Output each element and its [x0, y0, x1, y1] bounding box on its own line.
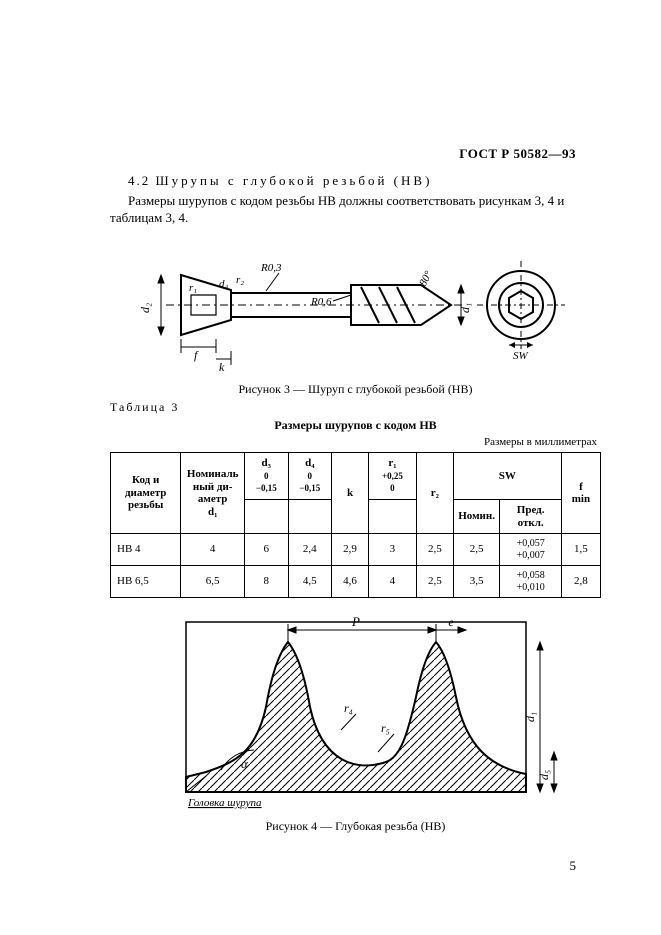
figure4-caption: Рисунок 4 — Глубокая резьба (HB)	[110, 818, 601, 834]
table-3: Код и диаметр резьбы Номиналь ный ди- ам…	[110, 452, 601, 598]
th-r1-sym: r₁	[388, 457, 396, 469]
figure3-caption: Рисунок 3 — Шуруп с глубокой резьбой (HB…	[110, 381, 601, 397]
th-d3-tol: 0 −0,15	[256, 471, 277, 494]
table-cell: +0,058 +0,010	[500, 566, 561, 598]
table-cell: 2,9	[332, 534, 369, 566]
th-r1: r₁ +0,25 0	[368, 453, 416, 500]
table-cell: 4	[368, 566, 416, 598]
dim-d4: d₄	[219, 278, 229, 290]
dim-r2: r₂	[236, 274, 244, 286]
figure-4: P e r₄ r₅ d₁ d₅	[110, 612, 601, 812]
dim-sw: SW	[513, 350, 529, 362]
table-cell: 3	[368, 534, 416, 566]
th-r1-blank	[368, 499, 416, 533]
section-heading: Шурупы с глубокой резьбой (HB)	[156, 173, 433, 188]
table3-units: Размеры в миллиметрах	[110, 435, 597, 450]
dim-e: e	[448, 615, 454, 629]
th-sw-tol: Пред. откл.	[500, 499, 561, 533]
table-cell: 2,4	[288, 534, 332, 566]
table-cell: 2,8	[561, 566, 600, 598]
th-k: k	[332, 453, 369, 534]
table-cell: 6,5	[181, 566, 245, 598]
th-d4-blank	[288, 499, 332, 533]
table-cell: 2,5	[416, 566, 453, 598]
head-note: Головка шурупа	[187, 797, 262, 809]
table-cell: 2,5	[416, 534, 453, 566]
standard-code: ГОСТ Р 50582—93	[459, 145, 576, 163]
th-d1: Номиналь ный ди- аметр d₁	[181, 453, 245, 534]
th-sw-nom: Номин.	[453, 499, 500, 533]
table-cell: 3,5	[453, 566, 500, 598]
table-cell: 4,5	[288, 566, 332, 598]
table-cell: 1,5	[561, 534, 600, 566]
dim-p: P	[351, 614, 360, 629]
page-number: 5	[570, 857, 577, 875]
figure-3: d₂ d₄ r₂ r₁ R0,3 R0,6 80° d₁	[110, 235, 601, 375]
th-d3-blank	[244, 499, 288, 533]
dim-f: f	[194, 348, 199, 362]
th-d3: d₃ 0 −0,15	[244, 453, 288, 500]
dim-r06: R0,6	[310, 296, 332, 308]
th-d4-tol: 0 −0,15	[299, 471, 320, 494]
th-sw: SW	[453, 453, 561, 500]
dim-d1b: d₁	[523, 712, 537, 722]
table-cell: HB 4	[111, 534, 181, 566]
table-cell: HB 6,5	[111, 566, 181, 598]
section-title: 4.2 Шурупы с глубокой резьбой (HB)	[128, 172, 601, 190]
dim-d5: d₅	[537, 770, 551, 780]
th-r2: r₂	[416, 453, 453, 534]
th-r1-tol: +0,25 0	[382, 471, 403, 494]
th-d3-sym: d₃	[262, 457, 271, 469]
th-f: f min	[561, 453, 600, 534]
screw-drawing-icon: d₂ d₄ r₂ r₁ R0,3 R0,6 80° d₁	[121, 235, 591, 375]
table-cell: 4	[181, 534, 245, 566]
table-cell: 8	[244, 566, 288, 598]
table3-label: Таблица 3	[110, 399, 601, 415]
th-d4-sym: d₄	[305, 457, 314, 469]
table-cell: 4,6	[332, 566, 369, 598]
th-d4: d₄ 0 −0,15	[288, 453, 332, 500]
dim-r03: R0,3	[260, 262, 282, 274]
dim-d1: d₁	[458, 302, 472, 312]
thread-profile-icon: P e r₄ r₅ d₁ d₅	[146, 612, 566, 812]
table-row: HB 6,56,584,54,642,53,5+0,058 +0,0102,8	[111, 566, 601, 598]
table-cell: +0,057 +0,007	[500, 534, 561, 566]
th-code: Код и диаметр резьбы	[111, 453, 181, 534]
dim-r5: r₅	[381, 721, 390, 735]
dim-alpha: α	[241, 756, 249, 771]
section-num: 4.2	[128, 173, 150, 188]
dim-r4: r₄	[344, 701, 353, 715]
dim-r1: r₁	[189, 282, 197, 294]
section-body: Размеры шурупов с кодом резьбы HB должны…	[110, 192, 601, 227]
dim-k: k	[219, 360, 225, 374]
dim-d2: d₂	[138, 302, 152, 312]
table3-title: Размеры шурупов с кодом HB	[110, 417, 601, 433]
table-row: HB 4462,42,932,52,5+0,057 +0,0071,5	[111, 534, 601, 566]
table-cell: 6	[244, 534, 288, 566]
table-cell: 2,5	[453, 534, 500, 566]
